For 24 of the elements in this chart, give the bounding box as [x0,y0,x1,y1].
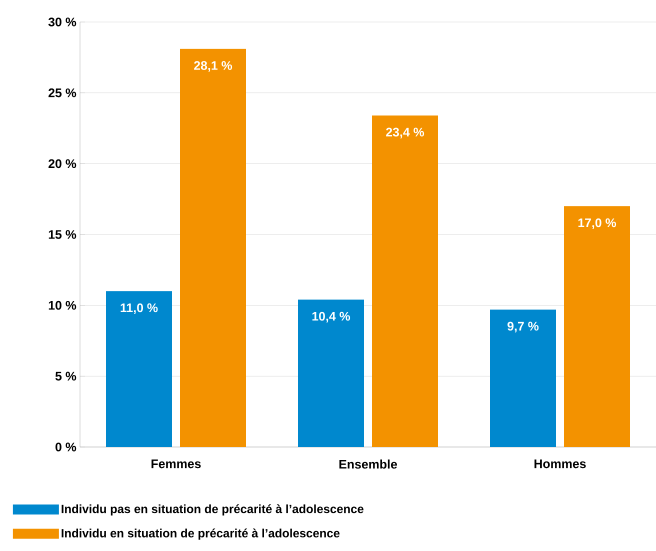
x-tick-label: Ensemble [339,460,397,469]
legend-label: Individu en situation de précarité à l’adolescence [62,528,340,540]
bar [564,206,630,447]
bar [372,116,438,447]
legend-label: Individu pas en situation de précarité à l’adolescence [62,504,364,516]
bar [180,48,246,447]
y-tick-label: 30 % [48,18,76,26]
data-label: 17,0 % [578,218,616,229]
bar [490,310,556,447]
x-tick-label: Femmes [152,460,201,468]
y-tick-label: 5 % [55,372,76,381]
y-tick-label: 0 % [56,442,76,452]
y-tick-label: 20 % [48,159,76,168]
data-label: 10,4 % [312,312,350,322]
bar [106,291,172,447]
y-tick-label: 10 % [48,300,76,310]
y-tick-label: 15 % [48,230,76,239]
y-tick-label: 25 % [48,88,76,98]
bar [298,300,364,447]
data-label: 11,0 % [120,303,158,314]
data-label: 23,4 % [386,128,424,138]
data-label: 28,1 % [194,61,232,72]
data-label: 9,7 % [508,322,539,332]
x-tick-label: Hommes [534,460,586,468]
